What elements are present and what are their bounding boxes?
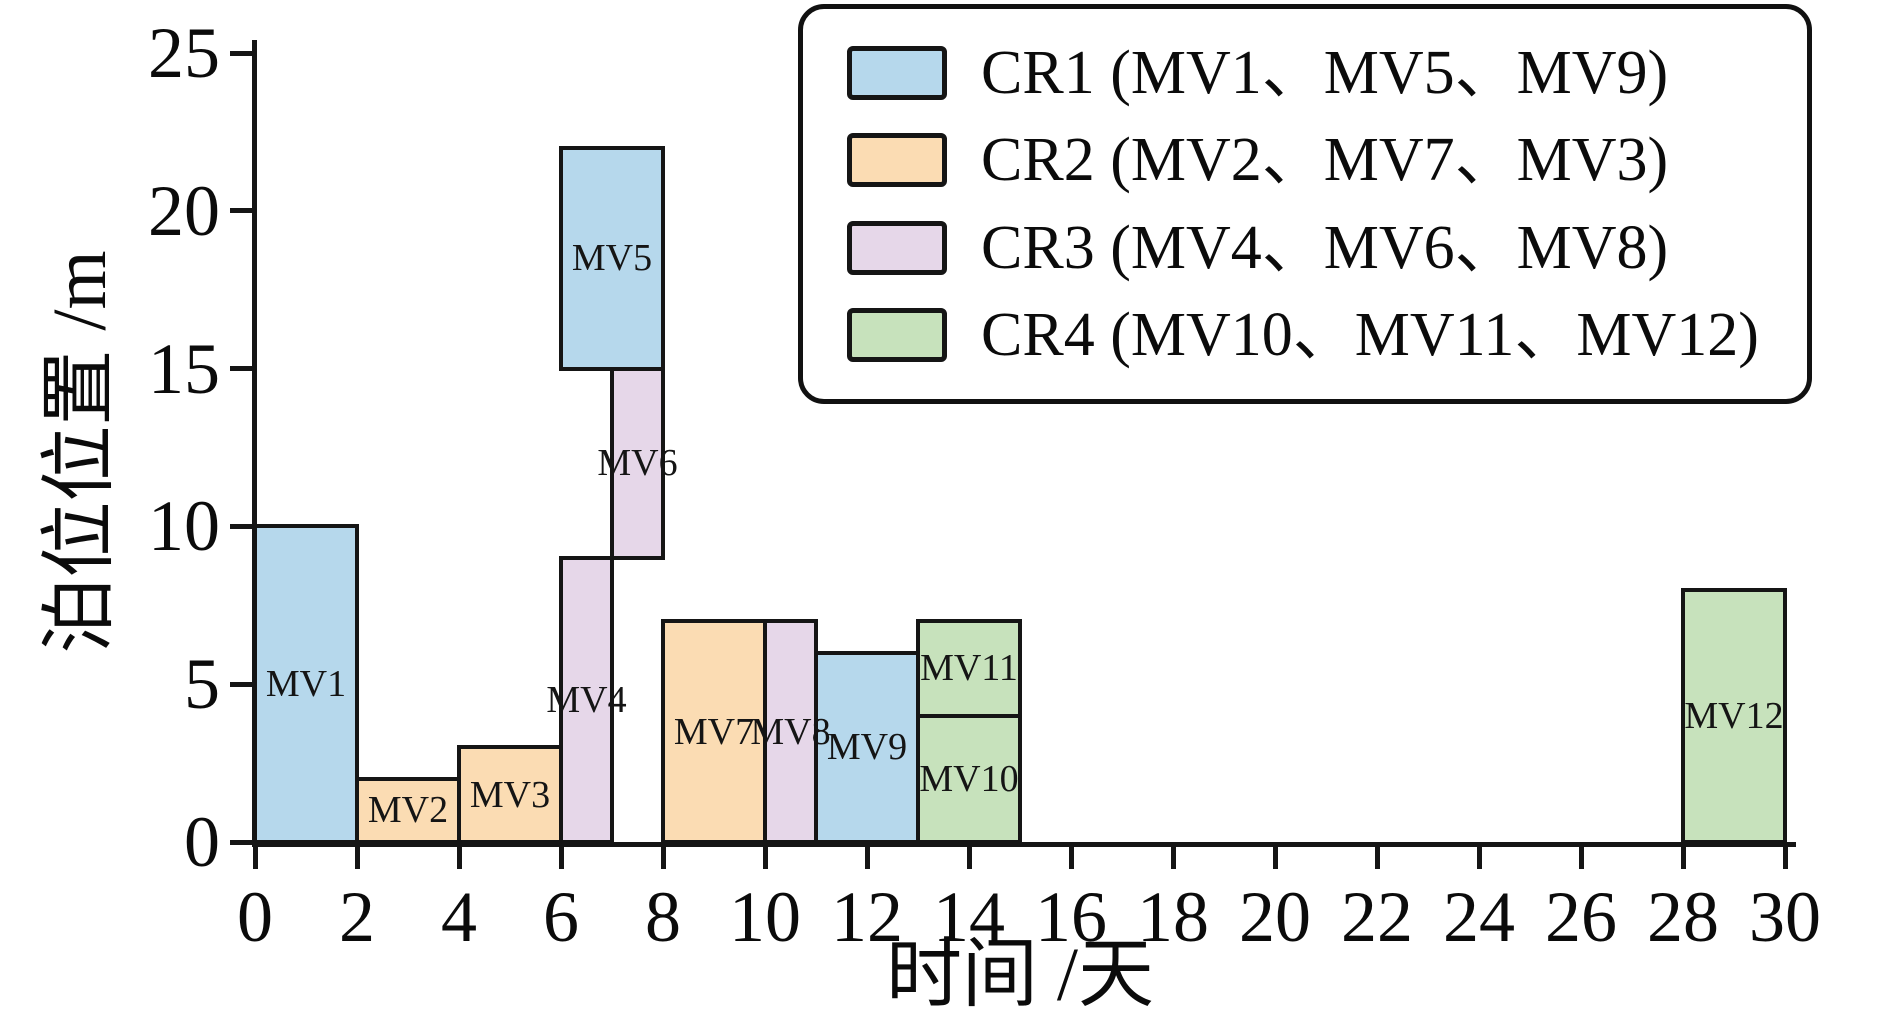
x-tick-12 xyxy=(864,847,870,869)
x-tick-label-30: 30 xyxy=(1749,877,1821,957)
vessel-box-MV12: MV12 xyxy=(1681,587,1787,844)
x-tick-label-14: 14 xyxy=(933,877,1005,957)
legend-swatch-CR1 xyxy=(847,46,947,101)
vessel-box-MV8: MV8 xyxy=(750,619,831,844)
vessel-label-MV10: MV10 xyxy=(919,757,1019,800)
y-tick-15 xyxy=(230,366,252,372)
x-tick-0 xyxy=(252,847,258,869)
x-tick-10 xyxy=(762,847,768,869)
x-axis-title: 时间 /天 xyxy=(885,933,1155,1013)
vessel-label-MV12: MV12 xyxy=(1684,694,1784,737)
x-tick-label-10: 10 xyxy=(729,877,801,957)
x-tick-label-24: 24 xyxy=(1443,877,1515,957)
x-tick-label-6: 6 xyxy=(543,877,579,957)
x-tick-label-8: 8 xyxy=(645,877,681,957)
x-tick-20 xyxy=(1272,847,1278,869)
legend-label-CR1: CR1 (MV1、MV5、MV9) xyxy=(981,39,1669,108)
y-axis-line xyxy=(252,40,257,847)
y-tick-20 xyxy=(230,208,252,214)
y-tick-label-20: 20 xyxy=(148,170,220,251)
x-tick-label-16: 16 xyxy=(1035,877,1107,957)
x-tick-24 xyxy=(1476,847,1482,869)
vessel-label-MV7: MV7 xyxy=(673,710,755,753)
y-tick-label-10: 10 xyxy=(148,486,220,567)
legend-swatch-CR4 xyxy=(847,307,947,362)
legend-item-CR2: CR2 (MV2、MV7、MV3) xyxy=(847,125,1797,195)
vessel-box-MV1: MV1 xyxy=(253,524,359,844)
y-tick-label-5: 5 xyxy=(184,644,220,725)
vessel-box-MV3: MV3 xyxy=(457,745,563,844)
vessel-box-MV2: MV2 xyxy=(355,776,461,844)
vessel-box-MV10: MV10 xyxy=(916,713,1022,844)
y-axis-title: 泊位位置 /m xyxy=(38,250,122,654)
y-tick-label-25: 25 xyxy=(148,13,220,93)
y-tick-label-0: 0 xyxy=(184,802,220,882)
x-tick-6 xyxy=(558,847,564,869)
legend-label-CR2: CR2 (MV2、MV7、MV3) xyxy=(981,126,1669,195)
x-tick-label-12: 12 xyxy=(831,877,903,957)
legend-swatch-CR3 xyxy=(847,220,947,275)
x-tick-label-0: 0 xyxy=(237,877,273,957)
x-tick-label-28: 28 xyxy=(1647,877,1719,957)
vessel-label-MV6: MV6 xyxy=(597,442,678,485)
vessel-label-MV11: MV11 xyxy=(920,647,1018,690)
x-tick-18 xyxy=(1170,847,1176,869)
x-tick-4 xyxy=(456,847,462,869)
x-tick-22 xyxy=(1374,847,1380,869)
x-tick-28 xyxy=(1680,847,1686,869)
x-tick-16 xyxy=(1068,847,1074,869)
vessel-box-MV6: MV6 xyxy=(597,366,678,560)
vessel-label-MV5: MV5 xyxy=(571,237,653,280)
vessel-box-MV5: MV5 xyxy=(559,145,665,371)
vessel-box-MV11: MV11 xyxy=(916,619,1022,718)
x-tick-2 xyxy=(354,847,360,869)
vessel-box-MV7: MV7 xyxy=(661,619,767,844)
vessel-box-MV4: MV4 xyxy=(546,555,627,844)
x-tick-26 xyxy=(1578,847,1584,869)
x-axis-line xyxy=(252,842,1796,847)
y-tick-25 xyxy=(230,50,252,56)
x-tick-label-2: 2 xyxy=(339,877,375,957)
vessel-label-MV1: MV1 xyxy=(265,663,347,706)
vessel-label-MV2: MV2 xyxy=(367,789,449,832)
x-tick-30 xyxy=(1782,847,1788,869)
y-tick-5 xyxy=(230,681,252,687)
x-tick-label-18: 18 xyxy=(1137,877,1209,957)
legend-swatch-CR2 xyxy=(847,133,947,188)
x-tick-8 xyxy=(660,847,666,869)
x-tick-label-4: 4 xyxy=(441,877,477,957)
x-tick-14 xyxy=(966,847,972,869)
vessel-label-MV8: MV8 xyxy=(750,710,831,753)
legend-item-CR1: CR1 (MV1、MV5、MV9) xyxy=(847,38,1797,108)
y-tick-0 xyxy=(230,839,252,845)
vessel-label-MV9: MV9 xyxy=(826,726,908,769)
legend-box: CR1 (MV1、MV5、MV9) CR2 (MV2、MV7、MV3) CR3 (M… xyxy=(798,4,1812,404)
vessel-label-MV4: MV4 xyxy=(546,678,627,721)
legend-item-CR3: CR3 (MV4、MV6、MV8) xyxy=(847,213,1797,283)
legend-item-CR4: CR4 (MV10、MV11、MV12) xyxy=(847,300,1797,370)
legend-label-CR3: CR3 (MV4、MV6、MV8) xyxy=(981,213,1669,282)
vessel-label-MV3: MV3 xyxy=(469,773,551,816)
y-tick-label-15: 15 xyxy=(148,328,220,409)
x-tick-label-20: 20 xyxy=(1239,877,1311,957)
x-tick-label-26: 26 xyxy=(1545,877,1617,957)
y-tick-10 xyxy=(230,523,252,529)
legend-label-CR4: CR4 (MV10、MV11、MV12) xyxy=(981,300,1759,369)
x-tick-label-22: 22 xyxy=(1341,877,1413,957)
